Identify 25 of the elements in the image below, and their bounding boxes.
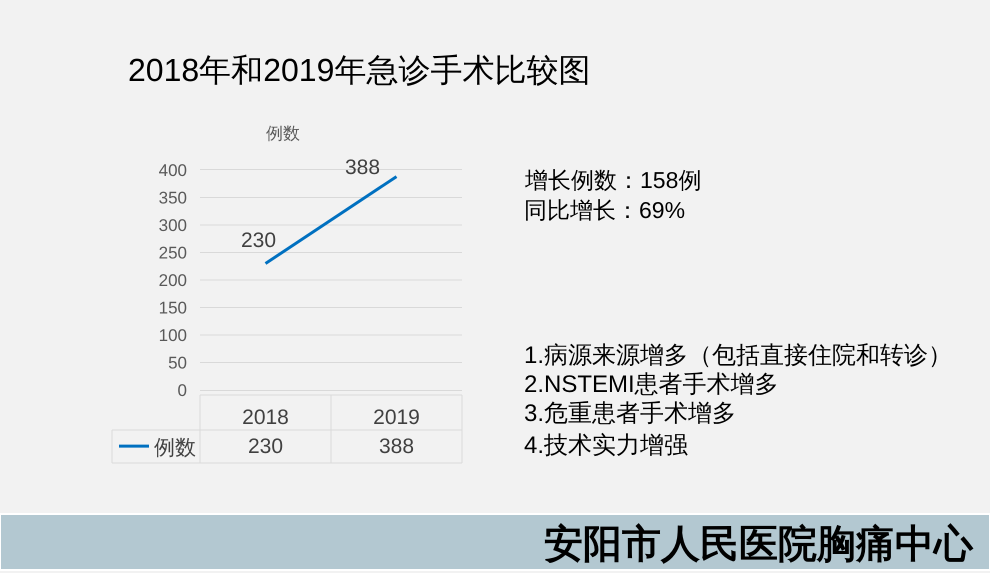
y-axis-title: 例数 <box>266 124 300 143</box>
data-label: 230 <box>248 435 284 458</box>
x-tick-label: 2018 <box>242 406 289 430</box>
y-tick-label: 250 <box>158 243 187 262</box>
y-tick-label: 50 <box>168 353 187 372</box>
text: 同比增长：69% <box>524 197 686 223</box>
y-tick-label: 100 <box>158 326 187 345</box>
annotation: 388 <box>345 156 380 179</box>
y-tick-label: 0 <box>178 380 187 400</box>
text: 安阳市人民医院胸痛中心 <box>544 523 974 566</box>
text: 1.病源来源增多（包括直接住院和转诊） <box>524 342 952 369</box>
text: 2.NSTEMI患者手术增多 <box>524 371 779 398</box>
y-tick-label: 300 <box>158 216 187 235</box>
chart-title: 2018年和2019年急诊手术比较图 <box>128 52 590 88</box>
legend-label: 例数 <box>154 436 196 460</box>
x-tick-label: 2019 <box>373 406 420 430</box>
y-tick-label: 350 <box>158 188 187 208</box>
y-tick-label: 200 <box>158 270 187 290</box>
y-tick-label: 150 <box>158 298 187 318</box>
text: 3.危重患者手术增多 <box>524 400 736 427</box>
data-label: 388 <box>379 435 414 458</box>
text: 4.技术实力增强 <box>524 432 688 459</box>
y-tick-label: 400 <box>158 160 187 180</box>
annotation: 230 <box>241 229 276 252</box>
text: 增长例数：158例 <box>524 167 702 193</box>
